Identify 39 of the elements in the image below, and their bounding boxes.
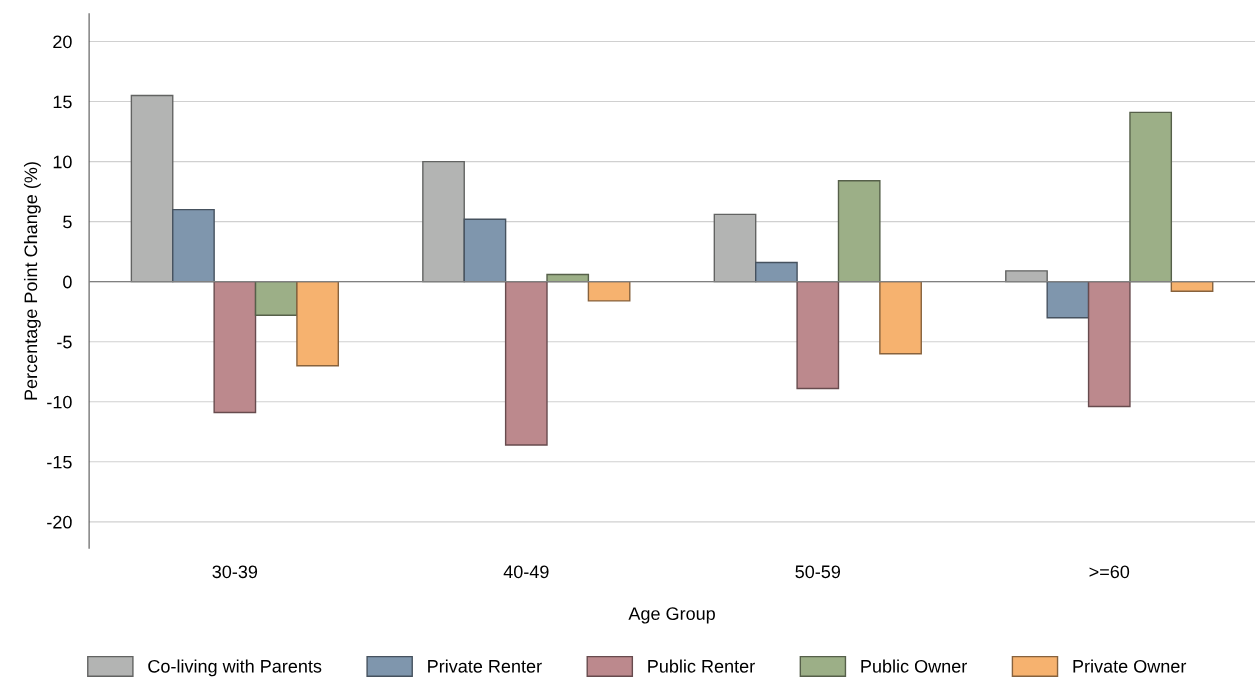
y-tick-label: -10 — [47, 395, 72, 409]
bar — [504, 280, 548, 446]
y-tick-label: -15 — [47, 455, 72, 469]
x-axis-title: Age Group — [628, 607, 715, 624]
bar — [130, 94, 174, 283]
bar — [463, 218, 507, 283]
bar — [172, 208, 215, 283]
x-tick-label: 50-59 — [795, 565, 841, 579]
y-tick-label: -20 — [47, 515, 72, 529]
x-tick-label: >=60 — [1089, 565, 1130, 579]
bar — [1087, 280, 1131, 408]
x-tick-label: 40-49 — [503, 565, 549, 579]
legend-label: Private Renter — [428, 659, 542, 673]
bar — [422, 160, 465, 283]
legend-label: Co-living with Parents — [148, 659, 322, 677]
y-tick-label: -5 — [57, 335, 72, 349]
bar — [213, 280, 257, 414]
bar — [1129, 111, 1173, 283]
y-tick-label: 0 — [63, 275, 72, 289]
bar — [254, 280, 298, 316]
bar — [796, 280, 840, 390]
y-tick-label: 20 — [53, 35, 72, 49]
y-tick-label: 15 — [53, 95, 72, 109]
bar — [1046, 280, 1090, 319]
legend-label: Public Owner — [861, 659, 967, 673]
bar — [755, 261, 798, 283]
bar — [837, 180, 881, 283]
bar — [879, 280, 922, 355]
legend-label: Private Owner — [1073, 659, 1187, 673]
bar — [296, 280, 340, 367]
legend-label: Public Renter — [648, 659, 755, 673]
bar — [587, 280, 631, 302]
bar — [1170, 280, 1214, 292]
x-tick-label: 30-39 — [212, 565, 258, 579]
bar — [713, 213, 757, 283]
bar — [1005, 270, 1048, 283]
y-tick-label: 10 — [53, 155, 72, 169]
y-axis-title: Percentage Point Change (%) — [23, 162, 41, 400]
y-tick-label: 5 — [63, 215, 72, 229]
